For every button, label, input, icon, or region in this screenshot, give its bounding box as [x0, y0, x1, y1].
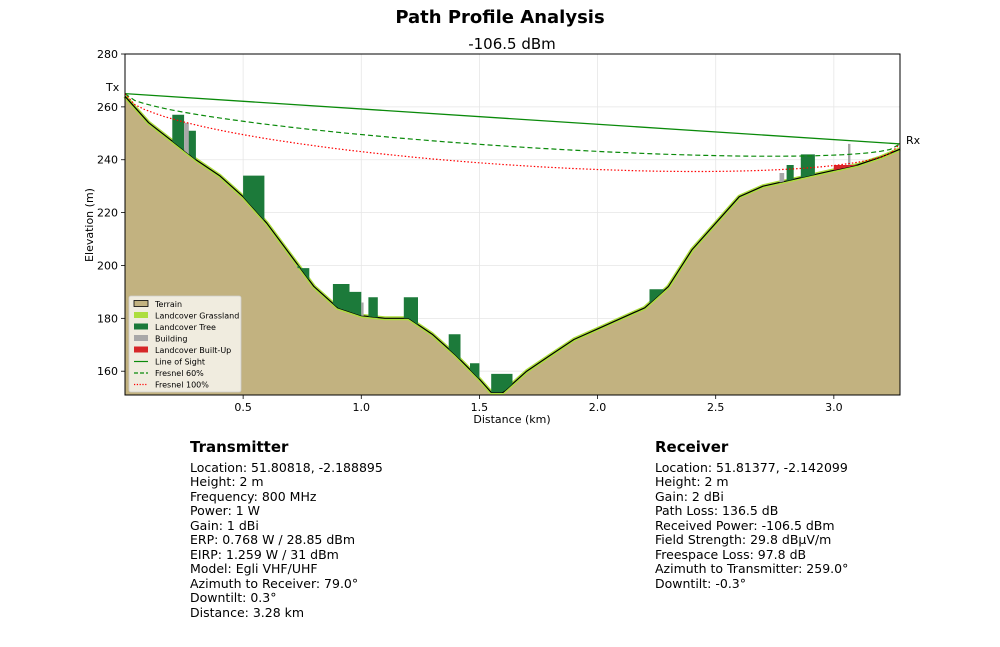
x-tick-label: 0.5 — [234, 401, 252, 414]
builtup-bar — [833, 165, 858, 171]
x-tick-label: 2.5 — [707, 401, 725, 414]
building-bar — [361, 302, 364, 316]
tree-clutter-bar — [649, 289, 664, 304]
legend-swatch — [134, 323, 148, 330]
legend-label: Landcover Grassland — [155, 312, 239, 321]
legend-label: Landcover Built-Up — [155, 346, 231, 355]
legend-label: Line of Sight — [155, 358, 205, 367]
tree-clutter-bar — [172, 114, 185, 151]
line-of-sight — [124, 93, 901, 145]
tx-location: Location: 51.80818, -2.188895 — [190, 459, 383, 475]
legend-swatch — [133, 300, 149, 307]
building-bar — [779, 173, 785, 183]
tree-clutter-bar — [403, 297, 418, 325]
y-tick-label: 200 — [97, 259, 118, 272]
legend-box — [128, 295, 242, 393]
rx-freespace-loss: Freespace Loss: 97.8 dB — [655, 546, 807, 562]
chart-title: Path Profile Analysis — [395, 7, 604, 28]
rx-downtilt: Downtilt: -0.3° — [655, 575, 746, 591]
rx-gain: Gain: 2 dBi — [655, 488, 724, 504]
terrain-area — [125, 96, 900, 396]
tree-clutter-bar — [368, 297, 378, 318]
rx-location: Location: 51.81377, -2.142099 — [655, 459, 848, 475]
legend-swatch — [134, 312, 148, 318]
transmitter-heading: Transmitter — [190, 438, 289, 456]
tree-clutter-bar — [349, 291, 362, 316]
tree-clutter-bar — [470, 363, 480, 380]
tree-clutter-bar — [297, 264, 310, 281]
tx-eirp: EIRP: 1.259 W / 31 dBm — [190, 546, 339, 562]
receiver-panel: Receiver Location: 51.81377, -2.142099 H… — [655, 440, 848, 591]
tx-frequency: Frequency: 800 MHz — [190, 488, 317, 504]
tree-clutter-bar — [491, 373, 513, 393]
legend-label: Building — [155, 335, 187, 344]
chart-subtitle: -106.5 dBm — [468, 35, 556, 53]
tree-clutter-bar — [243, 175, 265, 221]
legend-swatch — [134, 335, 148, 341]
legend: Terrain Landcover Grassland Landcover Tree… — [128, 295, 242, 393]
rx-label: Rx — [906, 134, 921, 147]
y-tick-label: 220 — [97, 207, 118, 220]
x-axis-label: Distance (km) — [473, 413, 550, 426]
y-axis-label: Elevation (m) — [83, 188, 96, 262]
rx-azimuth: Azimuth to Transmitter: 259.0° — [655, 561, 849, 576]
rx-height: Height: 2 m — [655, 474, 729, 489]
legend-swatch — [134, 346, 148, 353]
x-tick-label: 1.5 — [471, 401, 489, 414]
axes: 0.5 1.0 1.5 2.0 2.5 3.0 160 180 200 220 240 260 280 — [97, 48, 901, 414]
tree-clutter-bar — [332, 284, 350, 312]
y-tick-label: 160 — [97, 365, 118, 378]
rx-field-strength: Field Strength: 29.8 dBµV/m — [655, 532, 832, 547]
rx-received-power: Received Power: -106.5 dBm — [655, 517, 835, 533]
plot-frame — [124, 53, 901, 396]
building-bar — [184, 122, 189, 155]
tree-clutter-bar — [800, 154, 815, 178]
legend-label: Landcover Tree — [155, 323, 216, 332]
tx-azimuth: Azimuth to Receiver: 79.0° — [190, 575, 359, 591]
tx-erp: ERP: 0.768 W / 28.85 dBm — [190, 532, 356, 547]
clutter-layer — [172, 114, 858, 393]
tx-downtilt: Downtilt: 0.3° — [190, 590, 277, 605]
legend-label: Terrain — [154, 300, 182, 309]
tx-gain: Gain: 1 dBi — [190, 517, 259, 533]
y-tick-label: 240 — [97, 154, 118, 167]
tx-label: Tx — [105, 81, 120, 94]
tx-height: Height: 2 m — [190, 474, 264, 489]
tx-distance: Distance: 3.28 km — [190, 604, 305, 620]
y-tick-label: 180 — [97, 312, 118, 325]
x-tick-label: 3.0 — [825, 401, 843, 414]
y-tick-label: 280 — [97, 48, 118, 61]
tree-clutter-bar — [786, 165, 794, 181]
x-tick-label: 2.0 — [589, 401, 607, 414]
receiver-heading: Receiver — [655, 438, 729, 456]
x-tick-label: 1.0 — [353, 401, 371, 414]
tx-power: Power: 1 W — [190, 503, 261, 518]
path-profile-chart: Path Profile Analysis -106.5 dBm Elevati… — [83, 7, 921, 426]
tree-clutter-bar — [448, 334, 461, 361]
rx-path-loss: Path Loss: 136.5 dB — [655, 503, 779, 518]
y-tick-label: 260 — [97, 101, 118, 114]
lines-layer — [124, 93, 901, 173]
legend-label: Fresnel 60% — [155, 369, 204, 378]
legend-label: Fresnel 100% — [155, 381, 209, 390]
tx-model: Model: Egli VHF/UHF — [190, 561, 318, 576]
fresnel-60-line — [124, 93, 901, 157]
building-bar — [848, 143, 851, 168]
transmitter-panel: Transmitter Location: 51.80818, -2.18889… — [190, 440, 383, 620]
